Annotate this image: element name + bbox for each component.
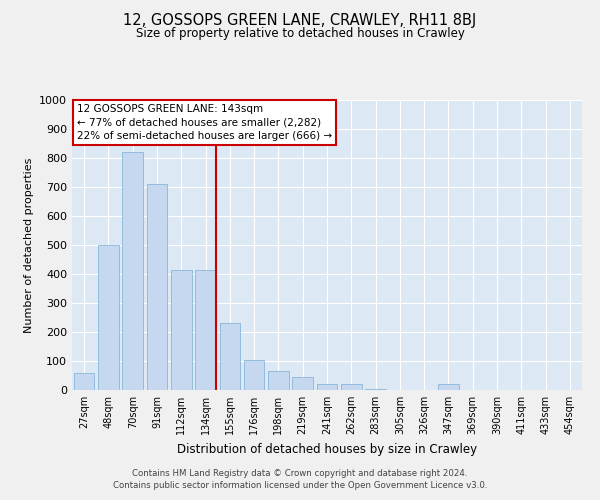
Text: Contains HM Land Registry data © Crown copyright and database right 2024.: Contains HM Land Registry data © Crown c… — [132, 468, 468, 477]
Text: 12, GOSSOPS GREEN LANE, CRAWLEY, RH11 8BJ: 12, GOSSOPS GREEN LANE, CRAWLEY, RH11 8B… — [124, 12, 476, 28]
Bar — [365, 388, 386, 390]
Bar — [317, 384, 337, 390]
Bar — [438, 384, 459, 390]
Bar — [171, 270, 191, 390]
Bar — [341, 384, 362, 390]
Bar — [146, 184, 167, 390]
Y-axis label: Number of detached properties: Number of detached properties — [23, 158, 34, 332]
Bar — [195, 270, 216, 390]
Bar — [244, 360, 265, 390]
Bar — [292, 377, 313, 390]
Text: Contains public sector information licensed under the Open Government Licence v3: Contains public sector information licen… — [113, 481, 487, 490]
X-axis label: Distribution of detached houses by size in Crawley: Distribution of detached houses by size … — [177, 442, 477, 456]
Text: Size of property relative to detached houses in Crawley: Size of property relative to detached ho… — [136, 28, 464, 40]
Bar — [220, 324, 240, 390]
Bar — [98, 245, 119, 390]
Bar — [268, 371, 289, 390]
Bar — [74, 372, 94, 390]
Bar — [122, 152, 143, 390]
Text: 12 GOSSOPS GREEN LANE: 143sqm
← 77% of detached houses are smaller (2,282)
22% o: 12 GOSSOPS GREEN LANE: 143sqm ← 77% of d… — [77, 104, 332, 141]
